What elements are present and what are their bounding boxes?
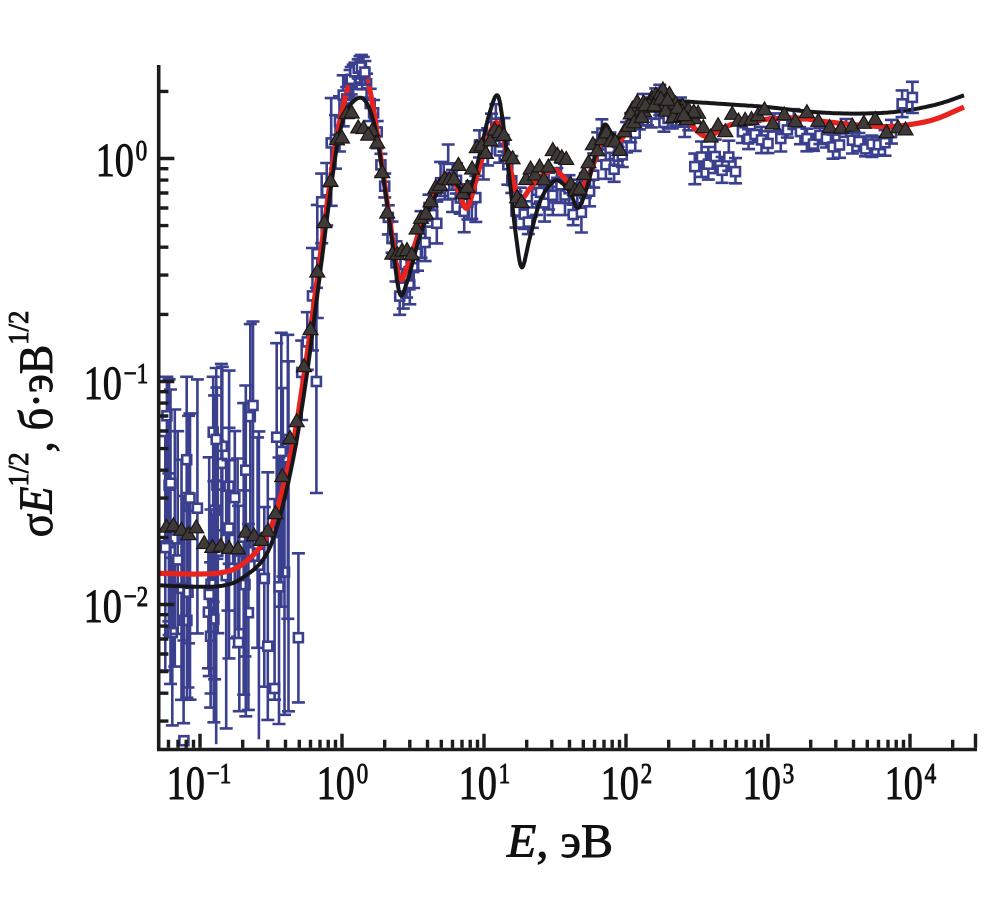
svg-text:10: 10: [96, 134, 134, 187]
svg-text:0: 0: [357, 758, 369, 790]
svg-text:σE1/2, б·эВ1/2: σE1/2, б·эВ1/2: [3, 311, 62, 538]
svg-text:3: 3: [783, 758, 795, 790]
svg-text:4: 4: [925, 758, 937, 790]
svg-text:−2: −2: [124, 581, 149, 613]
svg-text:−1: −1: [124, 358, 149, 390]
svg-text:10: 10: [601, 757, 639, 810]
svg-text:10: 10: [743, 757, 781, 810]
svg-text:1: 1: [499, 758, 511, 790]
svg-text:10: 10: [885, 757, 923, 810]
svg-text:0: 0: [136, 135, 148, 167]
svg-text:10: 10: [459, 757, 497, 810]
svg-text:10: 10: [317, 757, 355, 810]
svg-text:2: 2: [641, 758, 653, 790]
svg-text:E, эВ: E, эВ: [506, 815, 613, 868]
svg-text:10: 10: [84, 357, 122, 410]
svg-text:10: 10: [167, 757, 205, 810]
svg-text:10: 10: [84, 580, 122, 633]
svg-text:−1: −1: [207, 758, 232, 790]
